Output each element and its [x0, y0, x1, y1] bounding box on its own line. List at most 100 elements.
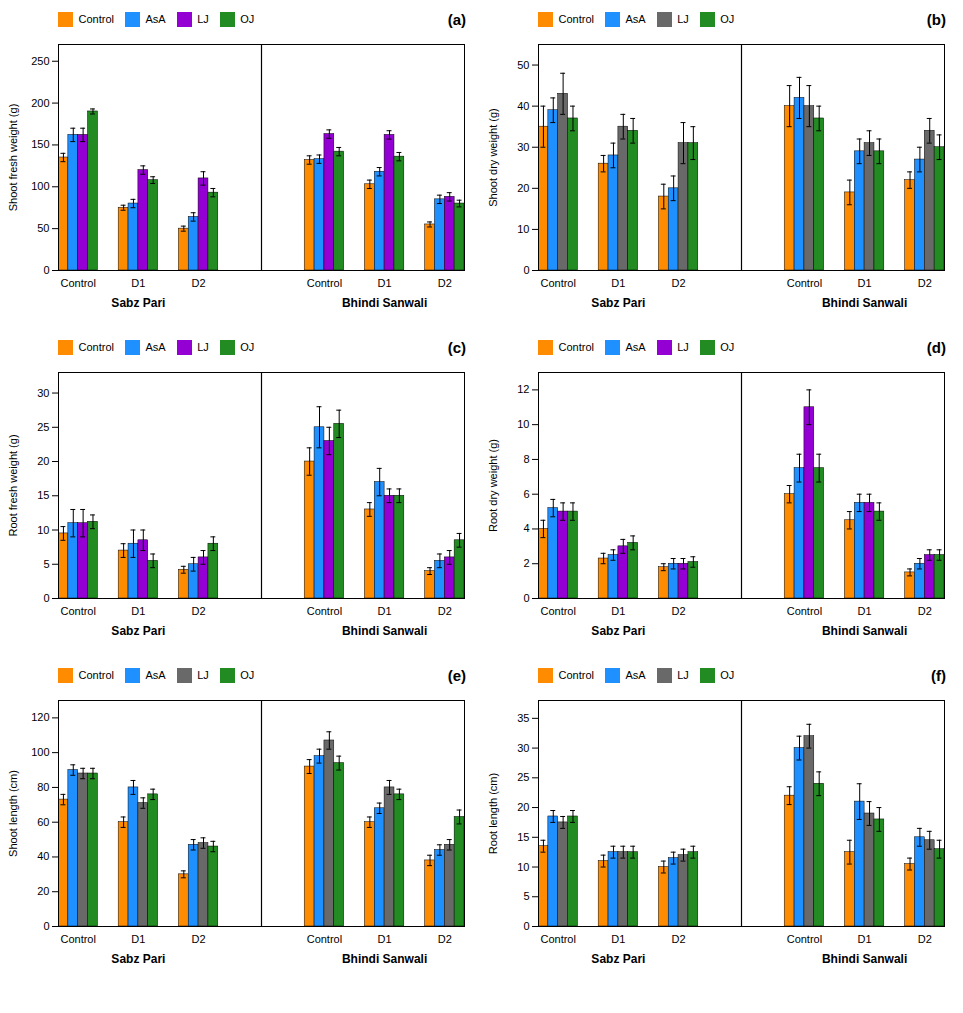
svg-text:Root length (cm): Root length (cm): [487, 773, 499, 854]
svg-text:Control: Control: [540, 933, 575, 945]
svg-text:10: 10: [517, 223, 529, 235]
svg-text:Control: Control: [60, 605, 95, 617]
svg-text:100: 100: [31, 746, 49, 758]
svg-text:D1: D1: [131, 933, 145, 945]
svg-text:60: 60: [37, 816, 49, 828]
svg-text:50: 50: [517, 59, 529, 71]
svg-text:D2: D2: [672, 933, 686, 945]
html-text:(d): (d): [926, 338, 946, 356]
svg-text:0: 0: [523, 264, 529, 276]
svg-text:25: 25: [37, 421, 49, 433]
svg-text:250: 250: [31, 55, 49, 67]
svg-text:D2: D2: [192, 605, 206, 617]
html-text:(e): (e): [447, 666, 466, 684]
svg-text:20: 20: [517, 182, 529, 194]
svg-text:30: 30: [37, 387, 49, 399]
svg-text:D2: D2: [192, 933, 206, 945]
svg-text:40: 40: [37, 850, 49, 862]
svg-text:10: 10: [37, 524, 49, 536]
svg-text:D1: D1: [611, 605, 625, 617]
svg-text:200: 200: [31, 97, 49, 109]
svg-text:12: 12: [517, 383, 529, 395]
svg-text:D1: D1: [858, 605, 872, 617]
svg-text:D2: D2: [192, 277, 206, 289]
svg-text:Bhindi Sanwali: Bhindi Sanwali: [342, 296, 427, 310]
svg-text:D1: D1: [131, 605, 145, 617]
svg-text:6: 6: [523, 488, 529, 500]
html-text:(c): (c): [447, 338, 466, 356]
svg-text:0: 0: [43, 920, 49, 932]
svg-text:35: 35: [517, 712, 529, 724]
svg-text:D2: D2: [438, 605, 452, 617]
svg-text:80: 80: [37, 781, 49, 793]
svg-text:Sabz Pari: Sabz Pari: [111, 624, 165, 638]
svg-text:120: 120: [31, 711, 49, 723]
svg-text:Root dry weight (g): Root dry weight (g): [487, 439, 499, 532]
svg-text:Sabz Pari: Sabz Pari: [591, 952, 645, 966]
svg-text:Bhindi Sanwali: Bhindi Sanwali: [342, 624, 427, 638]
svg-text:2: 2: [523, 557, 529, 569]
svg-text:0: 0: [43, 592, 49, 604]
svg-text:Shoot fresh weight (g): Shoot fresh weight (g): [7, 104, 19, 212]
svg-text:4: 4: [523, 522, 529, 534]
svg-text:30: 30: [517, 742, 529, 754]
svg-text:D1: D1: [611, 277, 625, 289]
svg-text:0: 0: [43, 264, 49, 276]
svg-text:Control: Control: [540, 277, 575, 289]
svg-text:D2: D2: [918, 605, 932, 617]
svg-text:30: 30: [517, 141, 529, 153]
svg-text:D1: D1: [378, 605, 392, 617]
svg-text:D1: D1: [131, 277, 145, 289]
svg-text:Sabz Pari: Sabz Pari: [591, 624, 645, 638]
svg-text:Bhindi Sanwali: Bhindi Sanwali: [822, 624, 907, 638]
html-text:(b): (b): [926, 10, 946, 28]
svg-text:0: 0: [523, 920, 529, 932]
svg-text:Control: Control: [787, 277, 822, 289]
svg-text:Sabz Pari: Sabz Pari: [591, 296, 645, 310]
svg-text:Bhindi Sanwali: Bhindi Sanwali: [342, 952, 427, 966]
svg-text:10: 10: [517, 861, 529, 873]
svg-text:Sabz Pari: Sabz Pari: [111, 296, 165, 310]
svg-text:15: 15: [37, 489, 49, 501]
svg-text:Control: Control: [60, 277, 95, 289]
svg-text:Shoot dry weight (g): Shoot dry weight (g): [487, 108, 499, 206]
svg-text:Sabz Pari: Sabz Pari: [111, 952, 165, 966]
svg-text:Control: Control: [540, 605, 575, 617]
svg-text:150: 150: [31, 138, 49, 150]
svg-text:Bhindi Sanwali: Bhindi Sanwali: [822, 952, 907, 966]
svg-text:D1: D1: [858, 933, 872, 945]
svg-text:D1: D1: [858, 277, 872, 289]
svg-text:D2: D2: [918, 277, 932, 289]
svg-text:Control: Control: [60, 933, 95, 945]
svg-text:0: 0: [523, 592, 529, 604]
svg-text:8: 8: [523, 453, 529, 465]
svg-text:40: 40: [517, 100, 529, 112]
svg-text:Control: Control: [307, 605, 342, 617]
svg-text:100: 100: [31, 180, 49, 192]
svg-text:20: 20: [517, 801, 529, 813]
svg-text:5: 5: [523, 890, 529, 902]
svg-text:5: 5: [43, 558, 49, 570]
svg-text:D1: D1: [378, 933, 392, 945]
svg-text:D2: D2: [672, 605, 686, 617]
svg-text:D2: D2: [672, 277, 686, 289]
svg-text:D2: D2: [438, 277, 452, 289]
svg-text:10: 10: [517, 418, 529, 430]
svg-text:20: 20: [37, 885, 49, 897]
svg-text:Control: Control: [307, 277, 342, 289]
svg-text:Control: Control: [787, 933, 822, 945]
svg-text:Control: Control: [787, 605, 822, 617]
svg-text:D1: D1: [378, 277, 392, 289]
svg-text:D2: D2: [918, 933, 932, 945]
svg-text:D1: D1: [611, 933, 625, 945]
svg-text:Shoot length (cm): Shoot length (cm): [7, 770, 19, 857]
svg-text:D2: D2: [438, 933, 452, 945]
svg-text:Bhindi Sanwali: Bhindi Sanwali: [822, 296, 907, 310]
svg-text:50: 50: [37, 222, 49, 234]
svg-text:Control: Control: [307, 933, 342, 945]
svg-text:25: 25: [517, 771, 529, 783]
html-text:(a): (a): [447, 10, 466, 28]
svg-text:15: 15: [517, 831, 529, 843]
svg-text:Root fresh weight (g): Root fresh weight (g): [7, 434, 19, 536]
svg-text:20: 20: [37, 455, 49, 467]
